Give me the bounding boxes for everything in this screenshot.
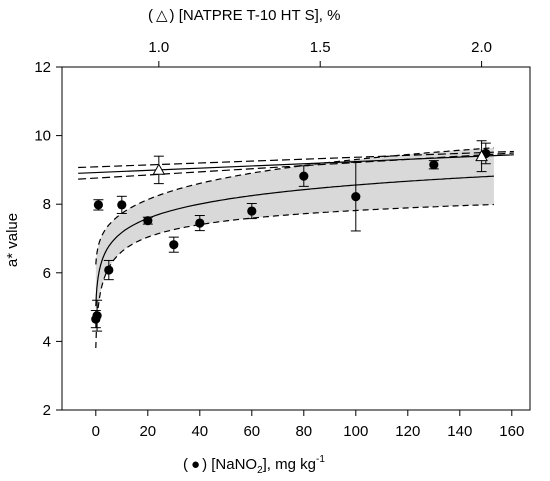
y-tick-label-4: 10 bbox=[34, 128, 51, 145]
y-tick-label-1: 4 bbox=[43, 333, 51, 350]
x-tick-label-8: 160 bbox=[499, 423, 524, 440]
x-axis-title: (●) [NaNO2], mg kg-1 bbox=[183, 454, 325, 476]
y-tick-label-2: 6 bbox=[43, 265, 51, 282]
fit-curve-layer bbox=[78, 147, 514, 349]
x-tick-label-5: 100 bbox=[343, 423, 368, 440]
y-tick-label-0: 2 bbox=[43, 402, 51, 419]
open-triangle-icon: △ bbox=[156, 7, 168, 24]
x-axis-title-prefix: ( bbox=[183, 456, 188, 473]
x-tick-label-1: 20 bbox=[139, 423, 156, 440]
data-point-layer bbox=[90, 140, 491, 332]
circle-point-5 bbox=[143, 216, 153, 226]
top-axis-title-text: ) [NATPRE T-10 HT S], % bbox=[170, 7, 341, 24]
log-fit-upper-ci bbox=[95, 147, 494, 265]
x-axis-title-subscript: 2 bbox=[257, 465, 263, 476]
log-fit-lower-ci bbox=[95, 203, 494, 349]
linear-fit-ci-a bbox=[78, 150, 514, 169]
x-tick-label-0: 0 bbox=[92, 423, 100, 440]
x-axis-title-superscript: -1 bbox=[316, 454, 325, 465]
top-axis-title: (△) [NATPRE T-10 HT S], % bbox=[148, 7, 340, 24]
x-axis-title-unit: ], mg kg bbox=[263, 456, 316, 473]
filled-circle-icon: ● bbox=[191, 456, 200, 473]
circle-point-11 bbox=[429, 160, 439, 170]
linear-fit-ci-b bbox=[78, 152, 514, 180]
plot-frame bbox=[61, 66, 531, 411]
circle-point-6 bbox=[169, 240, 179, 250]
circle-point-10 bbox=[351, 192, 361, 202]
x-axis-title-text: ) [NaNO bbox=[202, 456, 257, 473]
circle-point-8 bbox=[247, 206, 257, 216]
x-tick-label-2: 40 bbox=[191, 423, 208, 440]
top-axis-title-prefix: ( bbox=[148, 7, 153, 24]
triangle-point-1 bbox=[475, 149, 488, 162]
log-fit-curve bbox=[95, 175, 494, 307]
x-tick-label-3: 60 bbox=[243, 423, 260, 440]
x-tick-label-7: 140 bbox=[447, 423, 472, 440]
circle-point-4 bbox=[117, 200, 127, 210]
x-tick-label-6: 120 bbox=[395, 423, 420, 440]
y-axis-title: a* value bbox=[4, 213, 21, 267]
y-tick-label-5: 12 bbox=[34, 59, 51, 76]
confidence-band-layer bbox=[95, 147, 494, 348]
top-tick-label-0: 1.0 bbox=[148, 39, 169, 56]
tick-layer: 0 20 40 60 80 100 120 140 160 1.0 1.5 2.0 2 4 6 8 10 12 bbox=[34, 39, 524, 440]
circle-point-3 bbox=[104, 265, 114, 275]
circle-point-1 bbox=[92, 311, 102, 321]
top-tick-label-2: 2.0 bbox=[471, 39, 492, 56]
triangle-point-0 bbox=[152, 163, 166, 175]
circle-point-7 bbox=[195, 218, 205, 228]
circle-point-9 bbox=[299, 171, 309, 181]
top-tick-label-1: 1.5 bbox=[310, 39, 331, 56]
confidence-band-fill bbox=[95, 147, 494, 348]
x-tick-label-4: 80 bbox=[295, 423, 312, 440]
y-tick-label-3: 8 bbox=[43, 196, 51, 213]
circle-point-2 bbox=[93, 200, 103, 210]
